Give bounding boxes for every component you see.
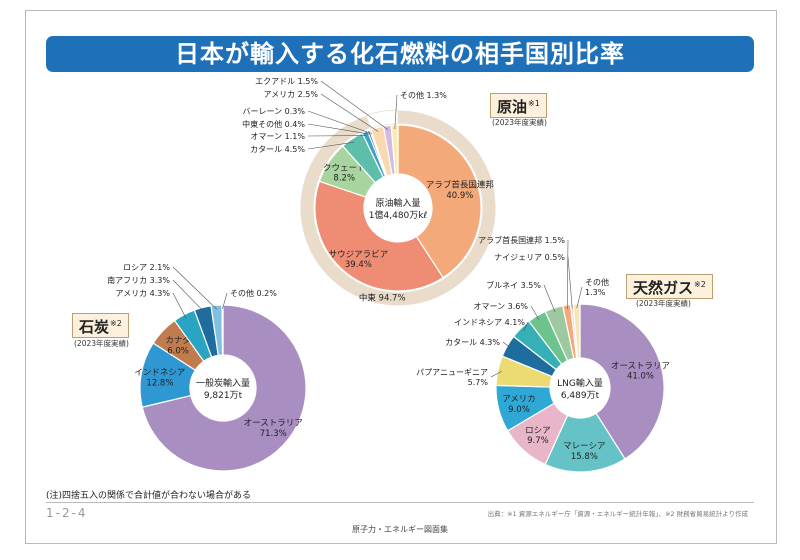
oil-slice-中東その他-leader <box>307 123 370 135</box>
gas-chart: オーストラリア 41.0% マレーシア 15.8% ロシア 9.7% アメリカ 9.0% パプア… <box>416 235 670 473</box>
gas-year-label: (2023年度実績) <box>636 299 691 308</box>
gas-slice-パプアニューギニア-leader <box>490 371 502 378</box>
oil-slice-カタール-label: カタール 4.5% <box>250 145 305 154</box>
oil-slice-バーレーン-label: バーレーン 0.3% <box>243 107 306 116</box>
oil-chart-title: 原油※1 <box>490 93 547 118</box>
gas-slice-カタール-leader <box>502 341 511 349</box>
gas-slice-その他-leader <box>576 286 583 309</box>
gas-slice-アラブ首長国連邦-leader <box>566 239 569 310</box>
gas-slice-マレーシア-label: マレーシア 15.8% <box>563 442 605 462</box>
coal-slice-アメリカ-label: アメリカ 4.3% <box>116 289 171 298</box>
gas-chart-title: 天然ガス※2 <box>626 274 713 299</box>
gas-slice-ブルネイ-label: ブルネイ 3.5% <box>486 280 541 290</box>
coal-year-label: (2023年度実績) <box>74 339 129 348</box>
gas-slice-ブルネイ-leader <box>543 284 556 313</box>
footnote: (注)四捨五入の関係で合計値が合わない場合がある <box>46 491 252 501</box>
coal-slice-その他 <box>221 304 224 356</box>
gas-slice-ナイジェリア-leader <box>567 256 573 309</box>
oil-slice-アラブ首長国連邦-label: アラブ首長国連邦 40.9% <box>426 180 495 201</box>
page-number: 1-2-4 <box>46 506 88 520</box>
coal-center <box>190 355 256 421</box>
gas-slice-その他-label: その他 1.3% <box>585 277 609 297</box>
oil-middle-east-ring <box>299 109 497 307</box>
page-title: 日本が輸入する化石燃料の相手国別比率 <box>46 36 754 72</box>
source-note: 出典：※1 資源エネルギー庁「資源・エネルギー統計年報」、※2 財務省貿易統計よ… <box>487 510 748 518</box>
gas-slice-ナイジェリア-label: ナイジェリア 0.5% <box>494 253 565 262</box>
oil-slice-その他-label: その他 1.3% <box>400 90 447 100</box>
oil-slice-オマーン-label: オマーン 1.1% <box>251 132 306 141</box>
coal-slice-インドネシア-label: インドネシア 12.8% <box>134 368 185 388</box>
oil-year-label: (2023年度実績) <box>492 118 547 127</box>
gas-slice-インドネシア-label: インドネシア 4.1% <box>454 318 525 327</box>
coal-slice-南アフリカ-label: 南アフリカ 3.3% <box>107 275 170 285</box>
coal-chart: オーストラリア 71.3% インドネシア 12.8% カナダ 6.0% アメリカ 4.3% 南… <box>107 263 307 472</box>
oil-slice-サウジアラビア-label: サウジアラビア 39.4% <box>329 250 389 270</box>
gas-slice-アラブ首長国連邦-label: アラブ首長国連邦 1.5% <box>478 235 565 245</box>
oil-center <box>364 174 432 242</box>
gas-center-label: LNG輸入量 6,489万t <box>557 377 603 401</box>
oil-slice-カタール-leader <box>307 141 355 150</box>
coal-slice-アメリカ-leader <box>172 292 187 319</box>
oil-slice-アメリカ-label: アメリカ 2.5% <box>264 90 319 99</box>
footer-title: 原子力・エネルギー図面集 <box>352 525 448 534</box>
gas-slice-アメリカ-label: アメリカ 9.0% <box>502 395 536 415</box>
oil-middle-east-label: 中東 94.7% <box>359 293 406 304</box>
coal-chart-title: 石炭※2 <box>72 313 129 338</box>
coal-slice-カナダ-label: カナダ 6.0% <box>165 335 191 356</box>
coal-slice-その他-label: その他 0.2% <box>230 288 277 298</box>
coal-slice-南アフリカ-leader <box>172 279 204 312</box>
coal-center-label: 一般炭輸入量 9,821万t <box>196 377 250 401</box>
gas-slice-オマーン-label: オマーン 3.6% <box>474 302 529 311</box>
coal-slice-ロシア-leader <box>172 266 218 310</box>
oil-chart: 中東 94.7% アラブ首長国連邦 40.9% サウジアラビア 39.4% クウェート 8.… <box>242 77 497 307</box>
oil-slice-中東その他-label: 中東その他 0.4% <box>242 119 305 129</box>
divider <box>46 502 754 503</box>
oil-slice-エクアドル-label: エクアドル 1.5% <box>255 77 318 86</box>
oil-slice-クウェート-label: クウェート 8.2% <box>323 163 366 183</box>
gas-slice-ロシア-label: ロシア 9.7% <box>525 426 551 446</box>
oil-slice-バーレーン-leader <box>307 110 372 134</box>
gas-slice-カタール-label: カタール 4.3% <box>445 338 500 347</box>
coal-slice-その他-leader <box>222 292 228 310</box>
gas-slice-オマーン-leader <box>530 305 540 320</box>
gas-slice-パプアニューギニア-label: パプアニューギニア 5.7% <box>416 368 488 387</box>
gas-center <box>550 358 610 418</box>
coal-slice-ロシア-label: ロシア 2.1% <box>123 263 170 272</box>
oil-slice-エクアドル-leader <box>320 80 389 130</box>
oil-slice-その他-leader <box>394 94 398 130</box>
coal-slice-オーストラリア-label: オーストラリア 71.3% <box>244 419 303 439</box>
gas-slice-インドネシア-leader <box>523 321 529 332</box>
oil-slice-アメリカ-leader <box>320 93 379 132</box>
oil-center-label: 原油輸入量 1億4,480万kℓ <box>369 197 427 221</box>
gas-slice-オーストラリア-label: オーストラリア 41.0% <box>611 361 670 381</box>
